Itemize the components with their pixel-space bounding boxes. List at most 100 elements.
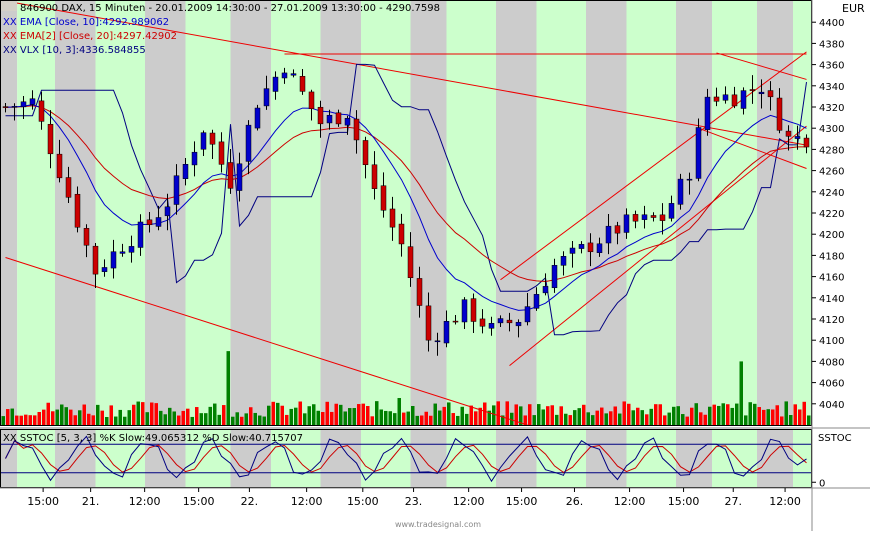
candle-body	[254, 107, 261, 129]
candle-body	[686, 178, 693, 181]
volume-bar	[757, 407, 761, 425]
volume-bar	[609, 411, 613, 425]
price-tick-label: 4280	[819, 145, 844, 156]
time-tick-label: 23.	[405, 495, 423, 508]
volume-bar	[807, 415, 811, 425]
volume-bar	[15, 415, 19, 425]
volume-bar	[519, 406, 523, 425]
candle-body	[560, 256, 567, 266]
candle-body	[425, 305, 432, 341]
candle-body	[380, 185, 387, 211]
volume-bar	[726, 404, 730, 425]
volume-bar	[253, 412, 257, 425]
volume-bar	[181, 410, 185, 425]
price-tick-label: 4200	[819, 230, 844, 241]
candle-body	[731, 94, 738, 107]
ema20-line	[5, 105, 807, 283]
volume-bar	[240, 416, 244, 425]
price-tick-label: 4220	[819, 209, 844, 220]
candle-body	[587, 242, 594, 253]
candle-body	[794, 136, 801, 139]
price-tick-label: 4180	[819, 251, 844, 262]
time-tick-label: 27.	[724, 495, 742, 508]
candle-body	[146, 219, 153, 226]
candle-body	[20, 101, 27, 108]
volume-bar	[685, 416, 689, 425]
vlx-line	[5, 63, 807, 336]
volume-bar	[339, 404, 343, 425]
candle-body	[92, 245, 99, 275]
stoch-session-band	[757, 430, 793, 487]
volume-bar	[735, 403, 739, 425]
stoch-session-band	[320, 430, 361, 487]
volume-bar	[586, 412, 590, 425]
volume-bar	[717, 405, 721, 425]
volume-bar	[793, 404, 797, 425]
candle-body	[335, 112, 342, 125]
volume-bar	[676, 406, 680, 425]
volume-bar	[226, 351, 230, 425]
volume-bar	[307, 406, 311, 425]
candle-body	[272, 76, 279, 92]
volume-bar	[100, 410, 104, 425]
trendline	[500, 51, 807, 281]
volume-bar	[258, 415, 262, 425]
volume-bar	[424, 411, 428, 425]
candle-body	[470, 298, 477, 322]
volume-bar	[154, 403, 158, 425]
price-tick-label: 4380	[819, 39, 844, 50]
volume-bar	[784, 401, 788, 425]
candle-body	[155, 217, 162, 227]
session-band	[757, 1, 793, 425]
volume-bar	[604, 413, 608, 425]
candle-body	[65, 177, 72, 198]
stoch-legend[interactable]: XX SSTOC [5, 3, 3] %K Slow:49.065312 %D …	[3, 433, 303, 444]
candle-body	[452, 320, 459, 323]
volume-bar	[78, 410, 82, 425]
candle-body	[740, 90, 747, 109]
ema20-series	[5, 105, 807, 283]
stoch-session-band	[626, 430, 676, 487]
volume-bar	[730, 407, 734, 425]
legend-ema10[interactable]: XX EMA [Close, 10]:4292.989062	[3, 17, 169, 28]
candle-body	[290, 73, 297, 76]
session-band	[496, 1, 537, 425]
candle-body	[614, 225, 621, 234]
price-tick-label: 4300	[819, 124, 844, 135]
volume-bar	[627, 403, 631, 425]
candle-body	[164, 206, 171, 217]
stoch-session-band	[586, 430, 627, 487]
window-icon[interactable]	[1, 1, 17, 11]
volume-bar	[361, 403, 365, 425]
candle-body	[623, 214, 630, 233]
volume-bar	[204, 413, 208, 425]
candle-body	[668, 203, 675, 219]
volume-bar	[33, 415, 37, 425]
candles	[2, 67, 810, 356]
volume-bar	[96, 404, 100, 425]
price-tick-label: 4320	[819, 103, 844, 114]
volume-bar	[780, 416, 784, 425]
candle-body	[371, 164, 378, 189]
volume-bar	[10, 408, 14, 425]
trendline	[509, 125, 807, 367]
volume-bar	[721, 403, 725, 425]
volume-bar	[595, 410, 599, 425]
stoch-session-band	[95, 430, 145, 487]
candle-body	[677, 178, 684, 205]
volume-bar	[127, 410, 131, 425]
legend-ema20[interactable]: XX EMA[2] [Close, 20]:4297.42902	[3, 31, 177, 42]
time-tick-label: 15:00	[347, 495, 379, 508]
candle-body	[551, 265, 558, 289]
legend-vlx[interactable]: XX VLX [10, 3]:4336.584855	[3, 45, 146, 56]
stoch-tag: SSTOC	[818, 433, 852, 444]
volume-bar	[541, 409, 545, 425]
candle-body	[317, 106, 324, 125]
volume-bar	[280, 405, 284, 425]
volume-bar	[789, 415, 793, 425]
volume-bar	[465, 413, 469, 425]
price-tick-label: 4360	[819, 61, 844, 72]
volume-bar	[235, 412, 239, 425]
volume-bar	[582, 404, 586, 425]
